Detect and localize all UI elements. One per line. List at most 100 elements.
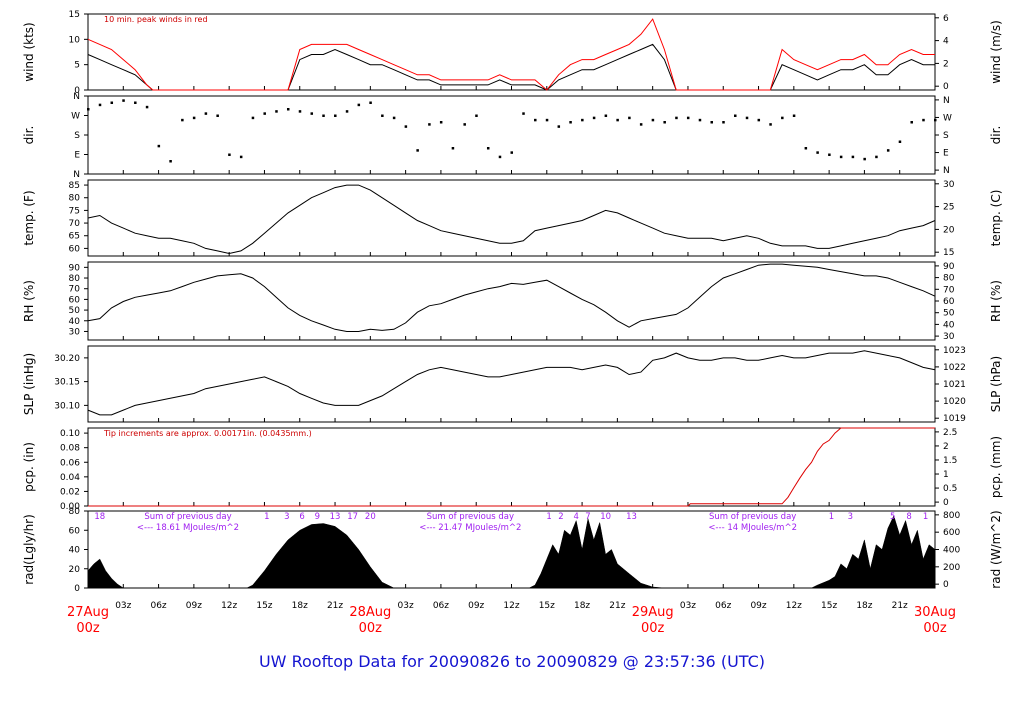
dir-data-point bbox=[616, 118, 619, 122]
wind-left-axis-title: wind (kts) bbox=[22, 22, 36, 81]
x-hour-tick-label: 21z bbox=[327, 601, 343, 611]
wind-left-tick-label: 5 bbox=[74, 61, 80, 71]
slp-right-tick-label: 1020 bbox=[943, 397, 966, 407]
x-hour-tick-label: 12z bbox=[503, 601, 519, 611]
x-hour-tick-label: 21z bbox=[609, 601, 625, 611]
x-hour-tick-label: 09z bbox=[468, 601, 484, 611]
dir-panel-frame bbox=[87, 95, 936, 175]
dir-data-point bbox=[98, 103, 102, 107]
x-hour-tick-label: 15z bbox=[539, 601, 555, 611]
rad-right-axis-title: rad (W/m^2) bbox=[989, 510, 1003, 588]
rad-hour-label: 5 bbox=[890, 512, 895, 522]
dir-right-tick-label: N bbox=[943, 166, 950, 176]
dir-data-point bbox=[322, 114, 325, 117]
dir-data-point bbox=[757, 118, 761, 122]
dir-data-point bbox=[510, 151, 513, 154]
rh-left-axis-title: RH (%) bbox=[22, 280, 36, 322]
wind-right-tick-label: 0 bbox=[943, 82, 949, 92]
rad-sum-annotation: <--- 18.61 MJoules/m^2 bbox=[137, 523, 239, 533]
rad-hour-label: 1 bbox=[264, 512, 269, 522]
pcp-right-tick-label: 0.5 bbox=[943, 484, 957, 494]
x-day-hour-label: 00z bbox=[923, 621, 947, 636]
rad-area-series bbox=[87, 515, 936, 589]
x-hour-tick-label: 03z bbox=[680, 601, 696, 611]
rh-right-tick-label: 70 bbox=[943, 285, 955, 295]
dir-data-point bbox=[839, 155, 843, 159]
x-day-hour-label: 00z bbox=[76, 621, 100, 636]
rad-hour-label: 3 bbox=[848, 512, 853, 522]
rad-right-tick-label: 400 bbox=[943, 546, 960, 556]
wind-left-tick-label: 15 bbox=[69, 10, 80, 20]
dir-data-point bbox=[192, 116, 196, 120]
dir-data-point bbox=[828, 153, 831, 156]
rad-hour-label: 13 bbox=[626, 512, 637, 522]
dir-data-point bbox=[710, 121, 713, 124]
dir-data-point bbox=[804, 147, 808, 150]
dir-data-point bbox=[475, 114, 478, 117]
rad-hour-label: 2 bbox=[558, 512, 563, 522]
pcp-right-axis-title: pcp. (mm) bbox=[989, 436, 1003, 498]
dir-data-point bbox=[439, 121, 443, 124]
dir-data-point bbox=[722, 121, 725, 124]
rad-hour-label: 6 bbox=[299, 512, 304, 522]
rad-sum-annotation: Sum of previous day bbox=[427, 512, 514, 522]
rad-hour-label: 8 bbox=[906, 512, 911, 522]
dir-data-point bbox=[381, 114, 384, 117]
x-hour-tick-label: 18z bbox=[856, 601, 872, 611]
x-hour-tick-label: 06z bbox=[433, 601, 449, 611]
dir-data-point bbox=[534, 118, 537, 122]
slp-right-tick-label: 1022 bbox=[943, 363, 966, 373]
wind-annotation: 10 min. peak winds in red bbox=[104, 15, 208, 24]
x-hour-tick-label: 09z bbox=[750, 601, 766, 611]
slp-right-tick-label: 1021 bbox=[943, 380, 966, 390]
dir-data-point bbox=[404, 125, 408, 128]
dir-data-point bbox=[428, 123, 431, 126]
rad-hour-label: 1 bbox=[829, 512, 834, 522]
x-day-label: 28Aug bbox=[349, 605, 391, 620]
temp-right-tick-label: 15 bbox=[943, 248, 954, 258]
dir-data-point bbox=[675, 116, 678, 120]
rad-hour-label: 20 bbox=[365, 512, 376, 522]
dir-data-point bbox=[545, 118, 549, 122]
dir-data-point bbox=[604, 114, 608, 117]
rad-hour-label: 4 bbox=[573, 512, 578, 522]
pcp-left-tick-label: 0.02 bbox=[60, 487, 80, 497]
dir-data-point bbox=[298, 110, 302, 113]
rad-sum-annotation: <--- 21.47 MJoules/m^2 bbox=[419, 523, 521, 533]
chart-title: UW Rooftop Data for 20090826 to 20090829… bbox=[258, 652, 766, 671]
x-hour-tick-label: 06z bbox=[150, 601, 166, 611]
rh-right-tick-label: 90 bbox=[943, 262, 955, 272]
wind-line-series-wind bbox=[87, 43, 935, 91]
temp-left-tick-label: 85 bbox=[69, 181, 80, 191]
dir-data-point bbox=[181, 118, 184, 122]
x-hour-tick-label: 09z bbox=[186, 601, 202, 611]
pcp-line-series-precip bbox=[88, 427, 935, 507]
temp-right-tick-label: 25 bbox=[943, 203, 954, 213]
x-day-hour-label: 00z bbox=[641, 621, 665, 636]
rh-line-series-relative-humidity bbox=[87, 263, 936, 332]
temp-panel-frame bbox=[87, 179, 936, 257]
dir-data-point bbox=[169, 160, 172, 163]
rad-hour-label: 17 bbox=[347, 512, 358, 522]
wind-panel-frame bbox=[87, 13, 936, 91]
temp-left-tick-label: 65 bbox=[69, 232, 80, 242]
slp-right-axis-title: SLP (hPa) bbox=[989, 356, 1003, 412]
slp-left-tick-label: 30.10 bbox=[54, 401, 80, 411]
dir-data-point bbox=[851, 155, 855, 159]
dir-data-point bbox=[310, 112, 314, 115]
wind-left-tick-label: 10 bbox=[69, 35, 81, 45]
rh-left-tick-label: 90 bbox=[69, 263, 81, 273]
dir-left-tick-label: W bbox=[71, 112, 80, 122]
x-hour-tick-label: 12z bbox=[221, 601, 237, 611]
slp-left-tick-label: 30.15 bbox=[54, 378, 80, 388]
rh-left-tick-label: 70 bbox=[69, 285, 81, 295]
rad-sum-annotation: <--- 14 MJoules/m^2 bbox=[708, 523, 797, 533]
rh-right-axis-title: RH (%) bbox=[989, 280, 1003, 322]
dir-data-point bbox=[228, 153, 231, 156]
dir-data-point bbox=[557, 125, 561, 128]
temp-left-axis-title: temp. (F) bbox=[22, 190, 36, 245]
dir-data-point bbox=[734, 114, 737, 117]
x-hour-tick-label: 03z bbox=[115, 601, 131, 611]
temp-right-tick-label: 20 bbox=[943, 225, 955, 235]
